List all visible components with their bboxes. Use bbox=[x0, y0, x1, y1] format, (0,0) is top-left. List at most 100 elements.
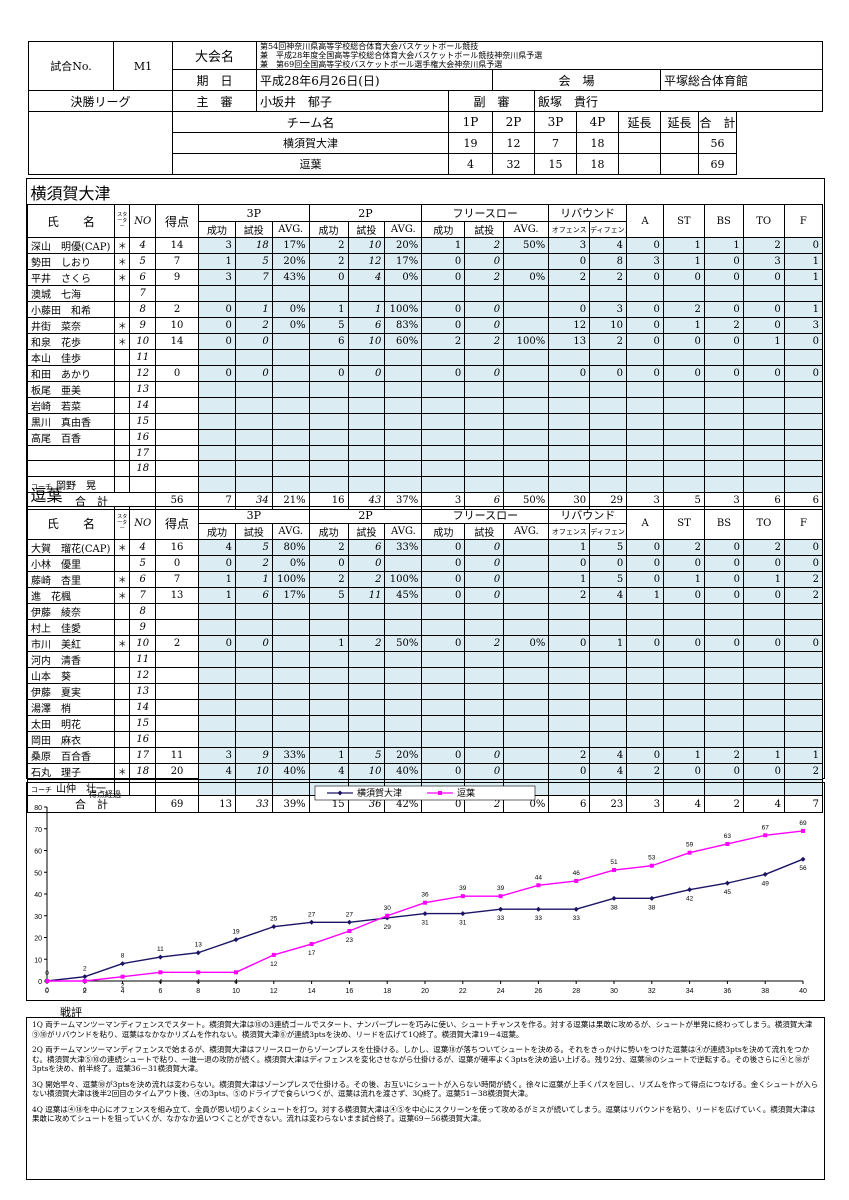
player-name: 黒川 真由香 bbox=[26, 413, 116, 430]
player-ftp bbox=[503, 555, 550, 572]
player-p2a: 10 bbox=[347, 763, 386, 780]
player-to bbox=[742, 381, 785, 398]
player-p2m bbox=[308, 397, 349, 414]
player-to: 2 bbox=[742, 539, 785, 556]
player-bs bbox=[703, 381, 744, 398]
player-a bbox=[626, 699, 665, 716]
legend-label: 逗葉 bbox=[457, 787, 475, 799]
coach-blank bbox=[308, 475, 349, 493]
player-number: 5 bbox=[129, 253, 156, 270]
player-row: 小藤田 和希 8 2 0 1 0% 1 1 100% 0 0 0 3 0 2 0 0 1 bbox=[26, 301, 824, 318]
player-fta: 0 bbox=[464, 253, 505, 270]
player-p2p bbox=[384, 381, 423, 398]
player-p2a bbox=[347, 444, 386, 462]
player-p3a bbox=[234, 413, 273, 430]
player-ftm: 0 bbox=[421, 269, 466, 286]
game-summary-title: 戦評 bbox=[60, 1006, 82, 1019]
player-bs bbox=[703, 349, 744, 366]
player-number: 6 bbox=[129, 269, 156, 286]
player-st bbox=[663, 715, 706, 732]
data-point bbox=[234, 970, 238, 975]
total-points: 69 bbox=[155, 795, 200, 813]
col-att: 試投 bbox=[234, 523, 273, 540]
data-point bbox=[423, 900, 427, 905]
player-points: 2 bbox=[154, 301, 200, 318]
player-ftp bbox=[503, 365, 550, 382]
player-or bbox=[548, 651, 591, 668]
col-to: TO bbox=[742, 204, 785, 238]
player-starter bbox=[114, 619, 131, 636]
player-ftm bbox=[421, 667, 466, 684]
tournament-line-1: 第54回神奈川県高等学校総合体育大会バスケットボール競技 bbox=[260, 42, 479, 52]
player-a bbox=[626, 397, 664, 414]
data-label: 38 bbox=[610, 904, 618, 911]
data-point bbox=[309, 919, 315, 925]
player-bs: 0 bbox=[704, 571, 744, 588]
player-p2a bbox=[347, 429, 386, 446]
col-offense-reb: オフェンス bbox=[548, 523, 591, 540]
player-st bbox=[662, 349, 705, 366]
player-or bbox=[548, 349, 591, 366]
player-st bbox=[663, 731, 706, 748]
player-starter bbox=[114, 460, 131, 477]
player-or bbox=[548, 460, 591, 477]
player-dr bbox=[589, 413, 628, 430]
player-points bbox=[155, 651, 200, 668]
player-ftm bbox=[421, 603, 466, 620]
player-dr: 0 bbox=[589, 555, 628, 572]
player-name: 藤崎 杏里 bbox=[26, 571, 116, 588]
player-to bbox=[742, 731, 785, 748]
player-p2m: 5 bbox=[308, 317, 349, 334]
player-or bbox=[548, 683, 591, 700]
player-fta bbox=[464, 603, 505, 620]
col-ft: フリースロー bbox=[421, 506, 550, 524]
player-to bbox=[742, 699, 785, 716]
player-ftm bbox=[421, 413, 466, 430]
player-ftm: 0 bbox=[421, 747, 466, 764]
coach-blank bbox=[662, 475, 705, 493]
col-points: 得点 bbox=[155, 506, 200, 540]
player-row: 17 bbox=[26, 444, 824, 462]
player-st bbox=[662, 413, 705, 430]
player-row: 石丸 理子＊ 18 20 4 10 40% 4 10 40% 0 0 0 4 2 0 0 0 2 bbox=[26, 763, 824, 780]
player-row: 岡田 麻衣 16 bbox=[26, 731, 824, 748]
player-row: 桑原 百合香 17 11 3 9 33% 1 5 20% 0 0 2 4 0 1 2 1 1 bbox=[26, 747, 824, 764]
player-ftp: 0% bbox=[503, 269, 550, 286]
player-fta bbox=[464, 683, 505, 700]
player-p3p: 0% bbox=[271, 317, 310, 334]
total-bs: 2 bbox=[704, 795, 744, 813]
player-starter bbox=[114, 603, 131, 620]
player-p3p: 43% bbox=[271, 269, 310, 286]
player-st: 0 bbox=[663, 635, 706, 652]
player-st bbox=[663, 667, 706, 684]
player-dr bbox=[589, 699, 628, 716]
player-bs: 0 bbox=[704, 763, 744, 780]
player-starter bbox=[114, 683, 131, 700]
player-p3a bbox=[234, 349, 273, 366]
player-p2m bbox=[308, 667, 349, 684]
player-row: 和田 あかり 12 0 0 0 0 0 0 0 0 0 0 0 0 0 0 bbox=[26, 365, 824, 382]
player-or bbox=[548, 603, 591, 620]
player-number: 14 bbox=[129, 699, 157, 716]
x-tick-label: 18 bbox=[383, 988, 391, 995]
player-number: 12 bbox=[129, 365, 156, 382]
x-tick-label: 10 bbox=[232, 988, 240, 995]
player-starter bbox=[114, 397, 131, 414]
player-a bbox=[626, 619, 665, 636]
player-or: 1 bbox=[548, 571, 591, 588]
player-p3p bbox=[271, 667, 310, 684]
player-to: 2 bbox=[742, 237, 785, 254]
player-f bbox=[783, 444, 824, 462]
player-ftp bbox=[503, 699, 550, 716]
summary-q4: 4Q 逗葉は④⑱を中心にオフェンスを組み立て、全員が思い切りよくシュートを打つ。… bbox=[32, 1104, 816, 1124]
player-dr bbox=[589, 619, 628, 636]
col-to: TO bbox=[742, 506, 785, 540]
venue-value: 平塚総合体育館 bbox=[660, 69, 824, 91]
player-row: 藤崎 杏里＊ 6 7 1 1 100% 2 2 100% 0 0 1 5 0 1 0 1 2 bbox=[26, 571, 824, 588]
player-ftm bbox=[421, 429, 466, 446]
player-ftp bbox=[503, 731, 550, 748]
player-p2m bbox=[308, 619, 349, 636]
player-ftm: 0 bbox=[421, 539, 466, 556]
coach-blank bbox=[589, 475, 628, 493]
data-point bbox=[801, 828, 805, 833]
